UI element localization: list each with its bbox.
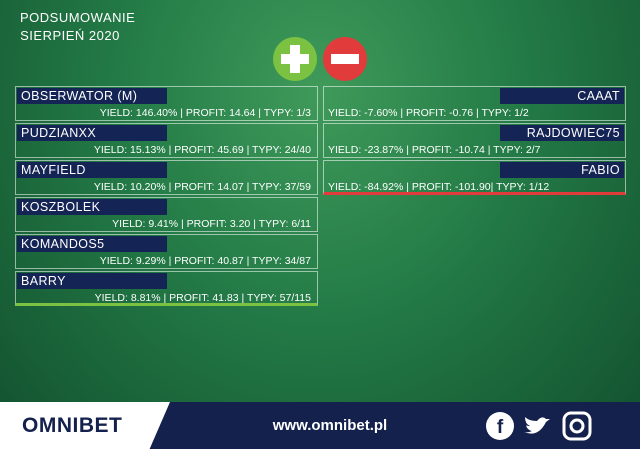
entry-name: KOMANDOS5 [17, 236, 167, 252]
entry: FABIO YIELD: -84.92% | PROFIT: -101.90| T… [323, 160, 626, 195]
entry-stats: YIELD: 15.13% | PROFIT: 45.69 | TYPY: 24… [93, 144, 311, 156]
logo: OMNIBET [22, 414, 123, 437]
entry-name: FABIO [500, 162, 624, 178]
plus-icon [273, 37, 317, 81]
footer: OMNIBET www.omnibet.pl f [0, 402, 640, 449]
entry-name: BARRY [17, 273, 167, 289]
entry: OBSERWATOR (M) YIELD: 146.40% | PROFIT: 1… [15, 86, 318, 121]
logo-background [0, 402, 170, 449]
entry: BARRY YIELD: 8.81% | PROFIT: 41.83 | TYPY… [15, 271, 318, 306]
url: www.omnibet.pl [272, 417, 388, 434]
svg-text:f: f [497, 417, 504, 438]
entry-stats: YIELD: -7.60% | PROFIT: -0.76 | TYPY: 1/… [328, 107, 529, 119]
entry-stats: YIELD: 9.29% | PROFIT: 40.87 | TYPY: 34/… [99, 255, 311, 267]
entry-stats: YIELD: -84.92% | PROFIT: -101.90| TYPY: … [328, 181, 550, 193]
entry: KOSZBOLEK YIELD: 9.41% | PROFIT: 3.20 | T… [15, 197, 318, 232]
minus-icon [323, 37, 367, 81]
entry-stats: YIELD: 146.40% | PROFIT: 14.64 | TYPY: 1… [99, 107, 311, 119]
entry-stats: YIELD: 10.20% | PROFIT: 14.07 | TYPY: 37… [93, 181, 311, 193]
entry-name: RAJDOWIEC75 [500, 125, 624, 141]
entry: CAAAT YIELD: -7.60% | PROFIT: -0.76 | TYP… [323, 86, 626, 121]
entry-stats: YIELD: -23.87% | PROFIT: -10.74 | TYPY: … [328, 144, 541, 156]
entry-name: MAYFIELD [17, 162, 167, 178]
title: PODSUMOWANIE [20, 10, 136, 25]
entry-name: PUDZIANXX [17, 125, 167, 141]
social-icons: f [486, 411, 592, 441]
entry-name: OBSERWATOR (M) [17, 88, 167, 104]
entry-name: CAAAT [500, 88, 624, 104]
entry-name: KOSZBOLEK [17, 199, 167, 215]
subtitle: SIERPIEŃ 2020 [20, 28, 120, 43]
entry: RAJDOWIEC75 YIELD: -23.87% | PROFIT: -10.… [323, 123, 626, 158]
entry-stats: YIELD: 8.81% | PROFIT: 41.83 | TYPY: 57/… [94, 292, 311, 304]
entry: MAYFIELD YIELD: 10.20% | PROFIT: 14.07 | … [15, 160, 318, 195]
entry-stats: YIELD: 9.41% | PROFIT: 3.20 | TYPY: 6/11 [112, 218, 311, 230]
entry: PUDZIANXX YIELD: 15.13% | PROFIT: 45.69 |… [15, 123, 318, 158]
entry: KOMANDOS5 YIELD: 9.29% | PROFIT: 40.87 | … [15, 234, 318, 269]
